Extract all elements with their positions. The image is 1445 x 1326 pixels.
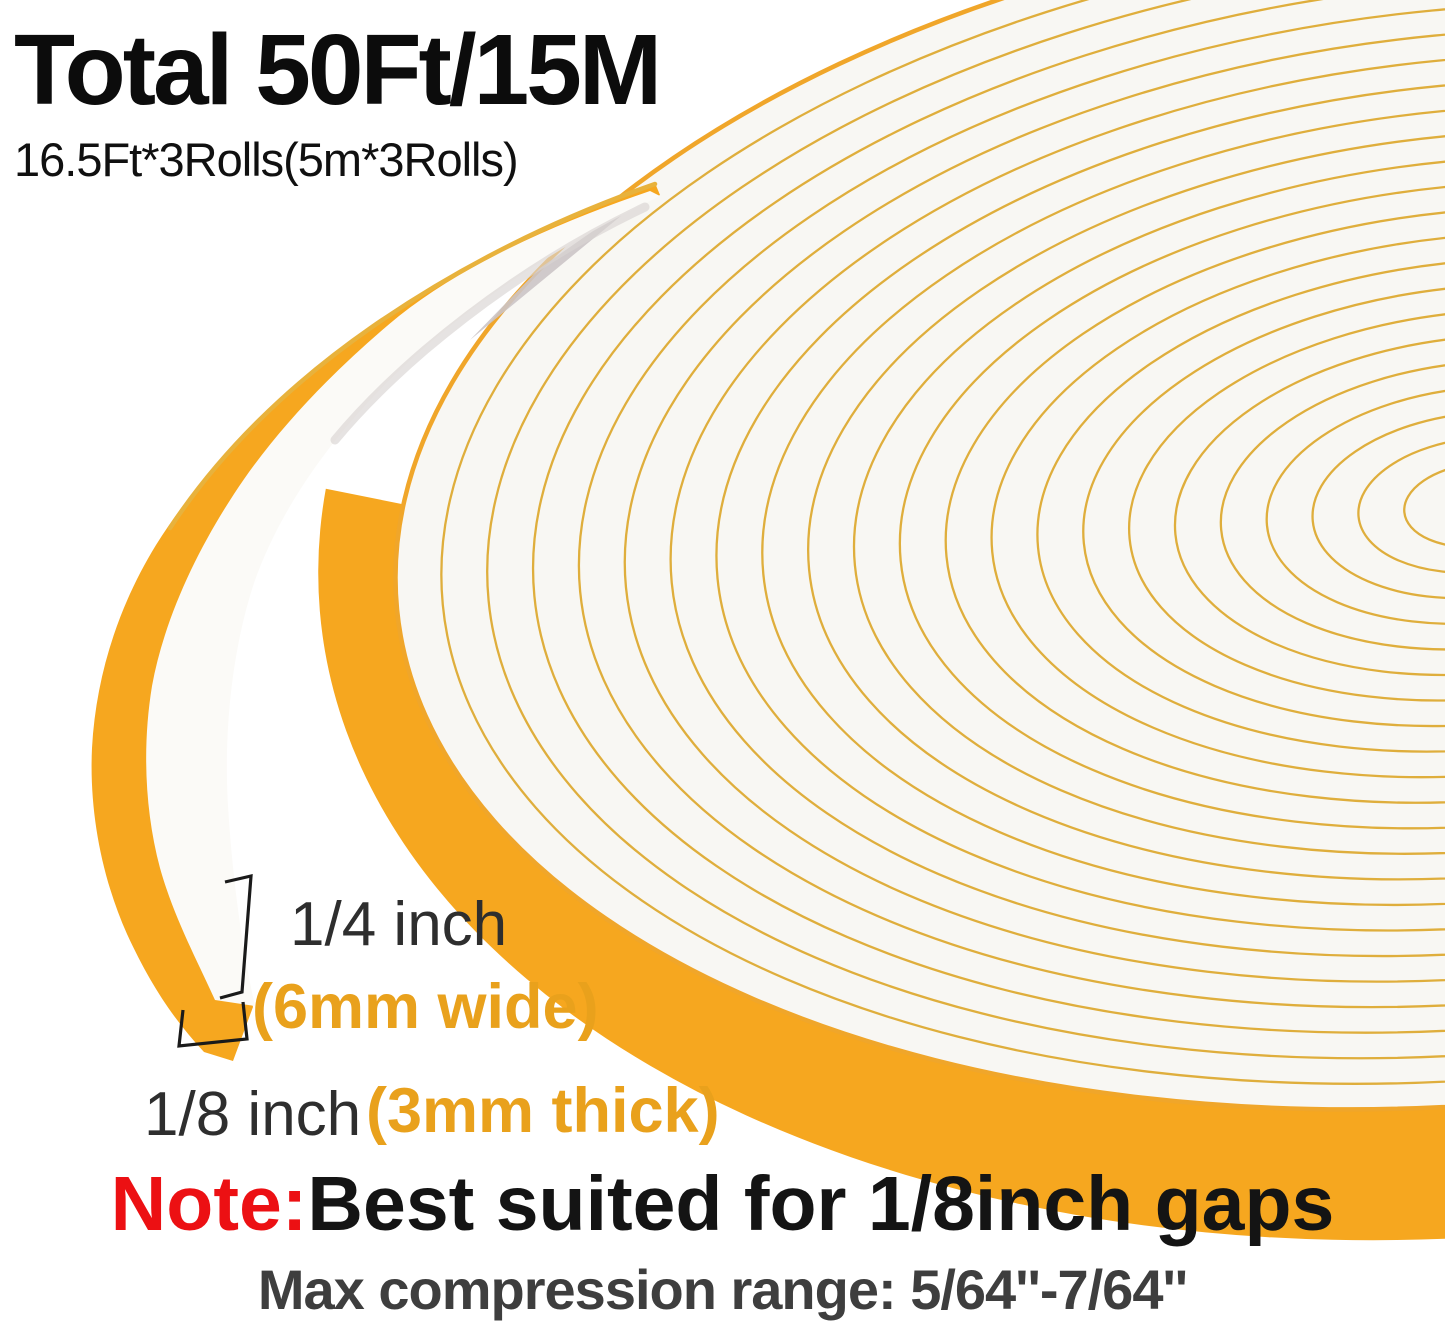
page-title: Total 50Ft/15M (14, 14, 662, 126)
strip-edge-line (167, 181, 658, 531)
spiral-ring (1403, 461, 1445, 549)
spiral-ring (1219, 359, 1445, 651)
spiral-ring (852, 155, 1445, 855)
spiral-ring (486, 0, 1445, 1060)
width-label: 1/4 inch (290, 890, 508, 959)
spiral-ring (715, 78, 1445, 932)
spiral-ring (440, 0, 1445, 1085)
note-line: Note:Best suited for 1/8inch gaps (0, 1166, 1445, 1243)
width-bracket (219, 873, 253, 1000)
note-text: Best suited for 1/8inch gaps (307, 1161, 1335, 1247)
width-metric-label: (6mm wide) (252, 972, 599, 1042)
strip-inner-shadow (330, 202, 650, 445)
thickness-bracket (177, 1001, 249, 1048)
spiral-ring (531, 0, 1445, 1034)
spiral-ring (990, 231, 1445, 779)
spiral-rings (440, 0, 1445, 1085)
dimension-brackets (177, 873, 253, 1048)
spiral-ring (1311, 410, 1445, 600)
unwound-tape-strip (91, 181, 660, 1061)
tape-roll (318, 0, 1445, 1241)
roll-top-face (393, 0, 1445, 1112)
spiral-ring (1357, 436, 1445, 574)
spiral-ring (669, 52, 1445, 958)
spiral-ring (944, 206, 1445, 804)
spiral-ring (1082, 282, 1445, 728)
adhesive-side-band (318, 488, 1445, 1241)
note-prefix: Note: (110, 1161, 308, 1247)
strip-foam-face (146, 191, 660, 1006)
spiral-ring (1036, 257, 1445, 753)
spiral-ring (1265, 385, 1445, 625)
thickness-label: 1/8 inch (144, 1080, 362, 1149)
spiral-ring (623, 27, 1445, 983)
spiral-ring (761, 103, 1445, 907)
spiral-ring (1173, 333, 1445, 677)
compression-range-text: Max compression range: 5/64''-7/64'' (257, 1258, 1188, 1321)
page-subtitle: 16.5Ft*3Rolls(5m*3Rolls) (14, 133, 519, 186)
thickness-metric-label: (3mm thick) (366, 1076, 720, 1146)
spiral-ring (807, 129, 1445, 881)
spiral-ring (898, 180, 1445, 830)
spiral-ring (1127, 308, 1445, 702)
spiral-ring (577, 1, 1445, 1009)
